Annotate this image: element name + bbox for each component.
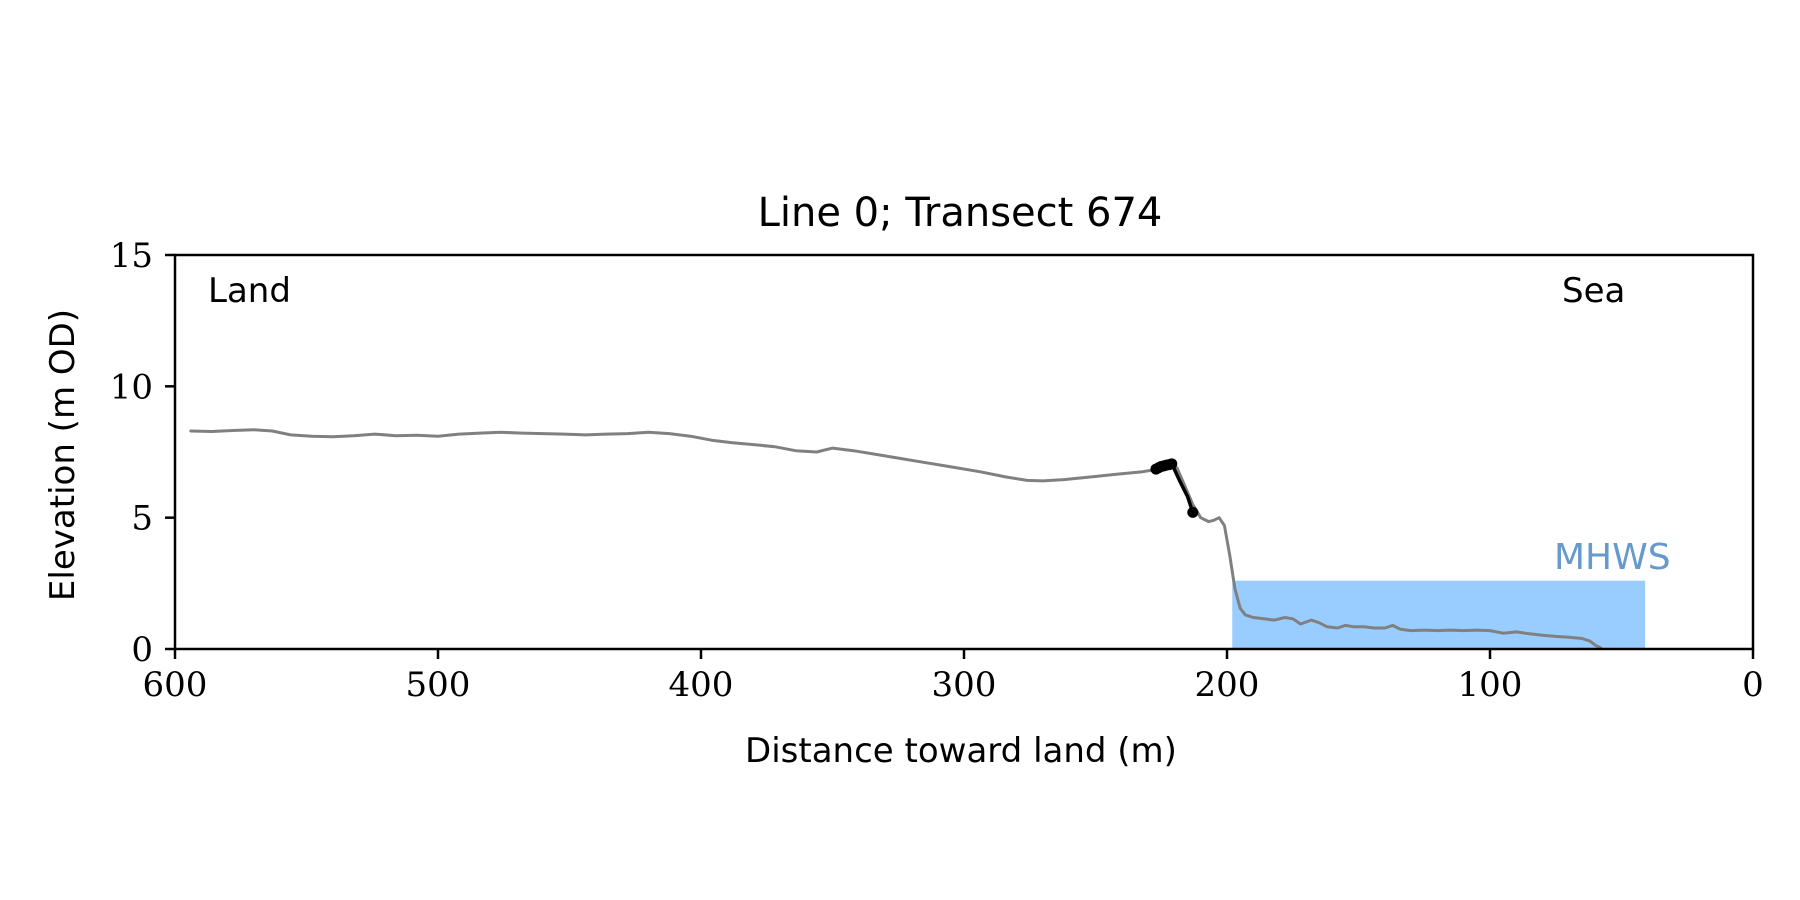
x-tick-label: 0 (1742, 665, 1764, 705)
y-tick-label: 0 (131, 630, 153, 670)
x-axis-label: Distance toward land (m) (745, 731, 1177, 771)
x-tick-label: 400 (669, 665, 734, 705)
cliff-edge-marker (1187, 506, 1199, 518)
sea-label: Sea (1562, 271, 1625, 311)
x-tick-label: 300 (932, 665, 997, 705)
x-tick-label: 500 (406, 665, 471, 705)
cliff-edge-marker (1166, 458, 1178, 470)
y-axis-label: Elevation (m OD) (43, 309, 83, 601)
y-tick-label: 15 (110, 236, 153, 276)
y-tick-label: 10 (110, 367, 153, 407)
chart-title: Line 0; Transect 674 (758, 190, 1163, 236)
mhws-label: MHWS (1554, 537, 1671, 578)
land-label: Land (208, 271, 291, 311)
y-tick-label: 5 (131, 499, 153, 539)
x-tick-label: 100 (1458, 665, 1523, 705)
x-tick-label: 200 (1195, 665, 1260, 705)
x-tick-label: 600 (143, 665, 208, 705)
